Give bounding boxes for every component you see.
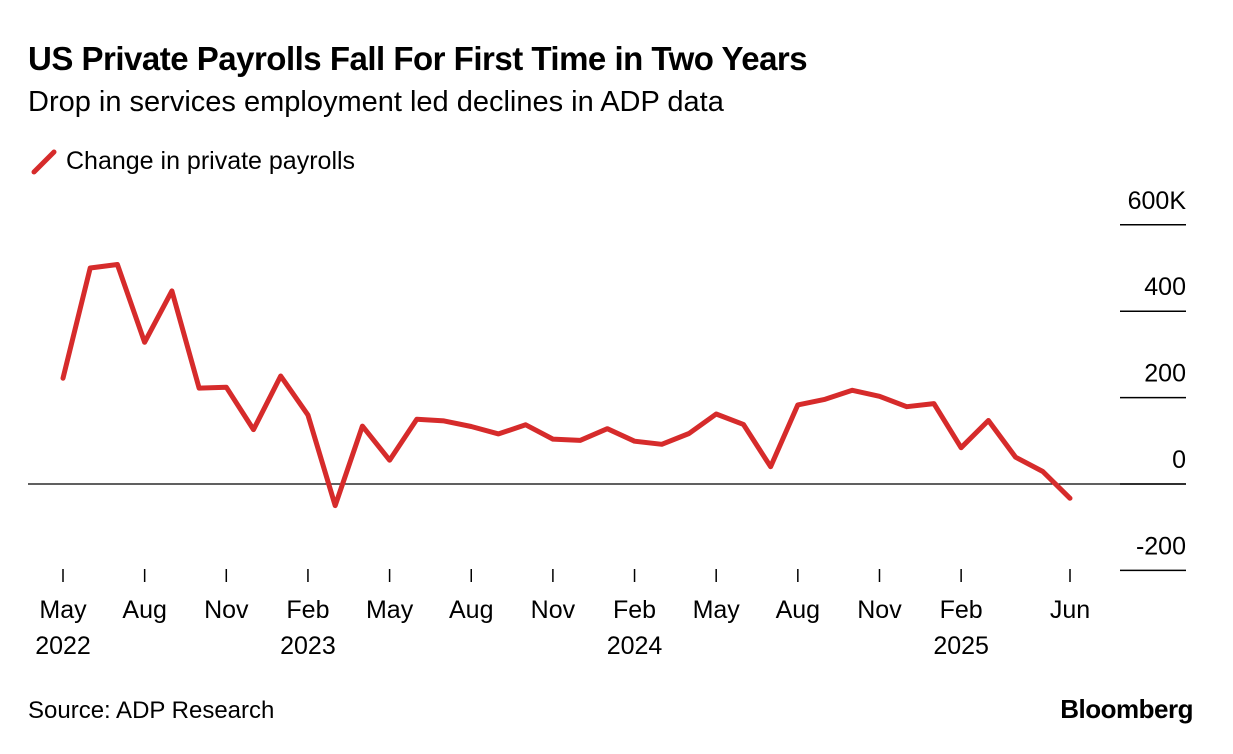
y-tick-label: 400 [1144, 273, 1186, 301]
chart-subtitle: Drop in services employment led declines… [28, 86, 724, 118]
x-tick-label: May [693, 596, 741, 624]
x-tick-label: Nov [531, 596, 576, 624]
y-tick-label: 600K [1128, 187, 1187, 215]
bloomberg-logo: Bloomberg [1060, 694, 1193, 724]
x-tick-label: May [39, 596, 87, 624]
x-tick-label: Jun [1050, 596, 1090, 624]
x-tick-label: Aug [776, 596, 820, 624]
x-tick-label: Nov [857, 596, 902, 624]
x-tick-label: Feb [286, 596, 329, 624]
x-tick-label: Aug [449, 596, 493, 624]
x-tick-label: Aug [122, 596, 166, 624]
x-tick-label: Feb [940, 596, 983, 624]
source-note: Source: ADP Research [28, 697, 275, 724]
y-tick-label: 0 [1172, 446, 1186, 474]
y-tick-label: 200 [1144, 360, 1186, 388]
x-tick-label: Feb [613, 596, 656, 624]
x-tick-year-label: 2025 [933, 632, 989, 660]
y-tick-label: -200 [1136, 532, 1186, 560]
x-tick-year-label: 2024 [607, 632, 663, 660]
legend-line-icon [31, 149, 57, 174]
series-line-private-payrolls [60, 262, 1073, 509]
x-tick-year-label: 2023 [280, 632, 336, 660]
legend-label: Change in private payrolls [66, 147, 356, 175]
legend: Change in private payrolls [30, 147, 355, 176]
x-tick-label: Nov [204, 596, 249, 624]
x-tick-label: May [366, 596, 414, 624]
chart-title: US Private Payrolls Fall For First Time … [28, 40, 808, 77]
x-tick-year-label: 2022 [35, 632, 91, 660]
